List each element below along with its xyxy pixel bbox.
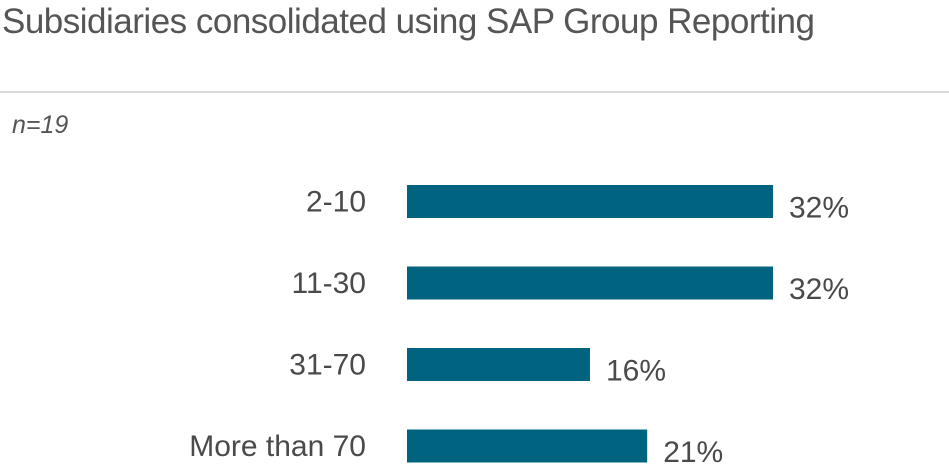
category-label: More than 70 bbox=[189, 430, 366, 463]
value-label: 32% bbox=[789, 192, 849, 225]
value-label: 21% bbox=[663, 436, 723, 469]
chart-title: Subsidiaries consolidated using SAP Grou… bbox=[2, 2, 815, 41]
title-divider bbox=[0, 91, 949, 93]
sample-size-note: n=19 bbox=[12, 111, 69, 139]
value-label: 32% bbox=[789, 273, 849, 306]
value-label: 16% bbox=[606, 355, 666, 388]
category-label: 2-10 bbox=[306, 186, 366, 219]
category-label: 31-70 bbox=[289, 349, 366, 382]
bar-0 bbox=[407, 185, 773, 218]
category-label: 11-30 bbox=[291, 267, 366, 300]
bar-1 bbox=[407, 266, 773, 300]
bar-3 bbox=[407, 429, 648, 463]
bar-2 bbox=[407, 348, 590, 381]
